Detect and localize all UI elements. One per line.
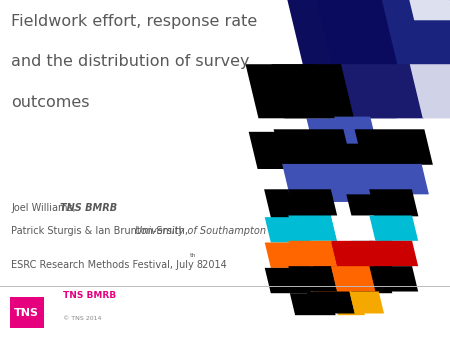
Text: th: th <box>189 253 196 258</box>
Polygon shape <box>288 241 337 266</box>
Polygon shape <box>288 189 338 216</box>
Text: Joel Williams,: Joel Williams, <box>11 203 79 213</box>
Polygon shape <box>292 166 370 202</box>
Polygon shape <box>265 243 311 268</box>
Text: TNS BMRB: TNS BMRB <box>63 291 116 300</box>
Polygon shape <box>306 118 355 152</box>
Polygon shape <box>288 266 337 291</box>
Polygon shape <box>264 189 312 220</box>
Polygon shape <box>290 293 336 315</box>
Polygon shape <box>350 291 384 314</box>
Polygon shape <box>282 164 429 194</box>
Polygon shape <box>347 0 450 71</box>
Polygon shape <box>265 268 311 293</box>
Polygon shape <box>331 241 380 266</box>
Text: Fieldwork effort, response rate: Fieldwork effort, response rate <box>11 14 257 28</box>
Bar <box>10 297 44 328</box>
Polygon shape <box>384 24 421 47</box>
Polygon shape <box>331 266 380 291</box>
Polygon shape <box>274 129 352 165</box>
Polygon shape <box>410 64 450 118</box>
Polygon shape <box>314 64 397 118</box>
Polygon shape <box>307 268 354 293</box>
Polygon shape <box>307 243 354 268</box>
Text: TNS: TNS <box>14 308 39 318</box>
Polygon shape <box>307 217 354 243</box>
Text: University of Southampton: University of Southampton <box>135 226 266 237</box>
Polygon shape <box>271 64 354 118</box>
Polygon shape <box>346 268 392 293</box>
Polygon shape <box>345 189 393 220</box>
Polygon shape <box>288 216 337 241</box>
Polygon shape <box>382 0 450 71</box>
Polygon shape <box>334 117 377 144</box>
Polygon shape <box>355 129 433 165</box>
Polygon shape <box>331 216 380 241</box>
Text: ESRC Research Methods Festival, July 8: ESRC Research Methods Festival, July 8 <box>11 260 203 270</box>
Polygon shape <box>288 0 374 71</box>
Polygon shape <box>369 266 418 291</box>
Text: © TNS 2014: © TNS 2014 <box>63 316 102 321</box>
Polygon shape <box>333 293 365 315</box>
Polygon shape <box>265 217 311 243</box>
Text: outcomes: outcomes <box>11 95 90 110</box>
Polygon shape <box>369 216 418 241</box>
Text: and the distribution of survey: and the distribution of survey <box>11 54 250 69</box>
Polygon shape <box>346 217 392 243</box>
Polygon shape <box>369 189 419 216</box>
Text: 2014: 2014 <box>199 260 227 270</box>
Polygon shape <box>330 132 408 169</box>
Text: TNS BMRB: TNS BMRB <box>60 203 117 213</box>
Polygon shape <box>369 241 418 266</box>
Text: Patrick Sturgis & Ian Brunton-Smith,: Patrick Sturgis & Ian Brunton-Smith, <box>11 226 191 237</box>
Polygon shape <box>246 64 330 118</box>
Polygon shape <box>346 243 392 268</box>
Polygon shape <box>249 132 327 169</box>
Polygon shape <box>341 64 424 118</box>
Polygon shape <box>410 0 450 20</box>
Polygon shape <box>317 0 403 71</box>
Polygon shape <box>307 291 355 314</box>
Polygon shape <box>349 64 450 118</box>
